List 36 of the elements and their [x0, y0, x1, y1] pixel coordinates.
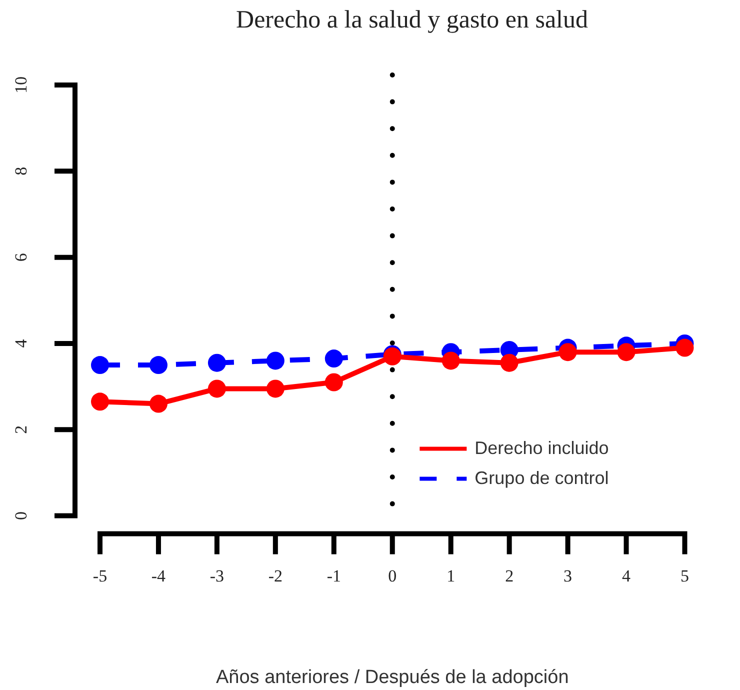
y-tick-label: 4 — [11, 338, 30, 348]
x-tick-label: -3 — [210, 566, 224, 586]
point — [617, 343, 636, 362]
point — [266, 380, 284, 398]
legend-label: Derecho incluido — [474, 438, 609, 458]
point — [208, 354, 226, 372]
point — [558, 343, 577, 362]
x-tick-label: -2 — [268, 566, 283, 586]
x-tick-label: -5 — [92, 566, 108, 586]
point — [91, 356, 109, 374]
point — [500, 354, 518, 372]
y-tick-label: 6 — [11, 253, 30, 262]
y-tick-label: 2 — [11, 425, 30, 434]
y-tick-label: 10 — [11, 76, 30, 94]
x-tick-label: 3 — [564, 566, 572, 586]
x-tick-label: 1 — [446, 566, 456, 586]
y-tick-label: 0 — [11, 512, 30, 520]
point — [149, 394, 168, 413]
point — [324, 373, 343, 392]
y-tick-label: 8 — [11, 166, 30, 176]
x-tick-label: -1 — [326, 566, 341, 586]
chart-title: Derecho a la salud y gasto en salud — [236, 6, 588, 34]
point — [442, 352, 460, 370]
x-axis-title: Años anteriores / Después de la adopción — [216, 666, 569, 688]
x-tick-label: 0 — [388, 566, 397, 586]
point — [266, 352, 284, 370]
x-tick-label: 5 — [680, 566, 689, 586]
x-tick-label: 2 — [505, 566, 514, 586]
point — [91, 392, 109, 411]
legend-label: Grupo de control — [474, 468, 609, 488]
point — [149, 356, 168, 374]
x-tick-label: -4 — [151, 566, 166, 586]
point — [324, 350, 343, 368]
x-tick-label: 4 — [622, 566, 632, 586]
point — [676, 338, 694, 357]
point — [208, 380, 226, 398]
